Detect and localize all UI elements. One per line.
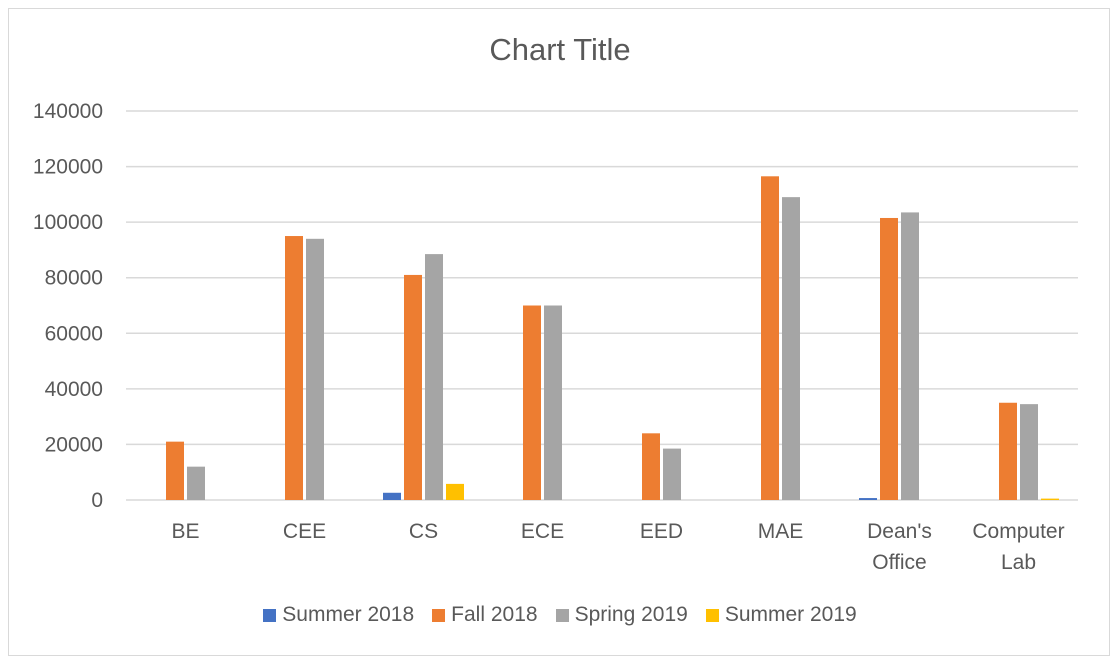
bar bbox=[187, 466, 205, 500]
y-tick-label: 20000 bbox=[45, 433, 103, 456]
bar bbox=[306, 238, 324, 501]
legend-swatch bbox=[705, 608, 719, 622]
x-category-label: BE bbox=[171, 520, 199, 543]
x-category-label: Dean's bbox=[867, 520, 932, 543]
y-tick-label: 40000 bbox=[45, 378, 103, 401]
x-category-label: Office bbox=[872, 551, 926, 574]
bar bbox=[544, 305, 562, 500]
legend-item: Spring 2019 bbox=[555, 603, 688, 627]
x-category-label: Lab bbox=[1001, 551, 1036, 574]
bar bbox=[642, 433, 660, 500]
legend-label: Spring 2019 bbox=[574, 603, 688, 626]
x-category-label: MAE bbox=[758, 520, 804, 543]
bar bbox=[782, 197, 800, 500]
legend-item: Summer 2019 bbox=[705, 603, 857, 627]
y-tick-label: 0 bbox=[91, 489, 103, 512]
bar bbox=[166, 441, 184, 500]
legend-swatch bbox=[432, 608, 446, 622]
x-category-label: CS bbox=[409, 520, 438, 543]
legend-item: Summer 2018 bbox=[263, 603, 414, 627]
x-category-label: ECE bbox=[521, 520, 564, 543]
bar bbox=[446, 483, 464, 500]
chart-legend: Summer 2018 Fall 2018 Spring 2019 Summer 20… bbox=[0, 603, 1120, 627]
legend-label: Summer 2019 bbox=[724, 603, 857, 626]
bar bbox=[1020, 404, 1038, 500]
bar bbox=[523, 305, 541, 500]
y-tick-label: 120000 bbox=[33, 156, 103, 179]
y-tick-label: 100000 bbox=[33, 211, 103, 234]
legend-label: Summer 2018 bbox=[282, 603, 415, 626]
bar bbox=[761, 176, 779, 500]
chart-title: Chart Title bbox=[489, 32, 631, 67]
legend-swatch bbox=[263, 608, 277, 622]
x-category-label: EED bbox=[640, 520, 683, 543]
bar bbox=[404, 274, 422, 500]
legend-item: Fall 2018 bbox=[432, 603, 538, 627]
x-category-label: CEE bbox=[283, 520, 326, 543]
y-tick-label: 60000 bbox=[45, 322, 103, 345]
y-tick-label: 140000 bbox=[33, 100, 103, 123]
bar bbox=[425, 254, 443, 500]
x-category-label: Computer bbox=[972, 520, 1064, 543]
y-tick-label: 80000 bbox=[45, 267, 103, 290]
bar bbox=[663, 448, 681, 500]
legend-swatch bbox=[555, 608, 569, 622]
bar bbox=[285, 236, 303, 501]
bar bbox=[999, 402, 1017, 500]
legend-label: Fall 2018 bbox=[451, 603, 538, 626]
bar bbox=[880, 217, 898, 500]
bar bbox=[859, 498, 877, 500]
bar bbox=[1041, 498, 1059, 500]
bar bbox=[901, 212, 919, 501]
bar bbox=[383, 492, 401, 500]
